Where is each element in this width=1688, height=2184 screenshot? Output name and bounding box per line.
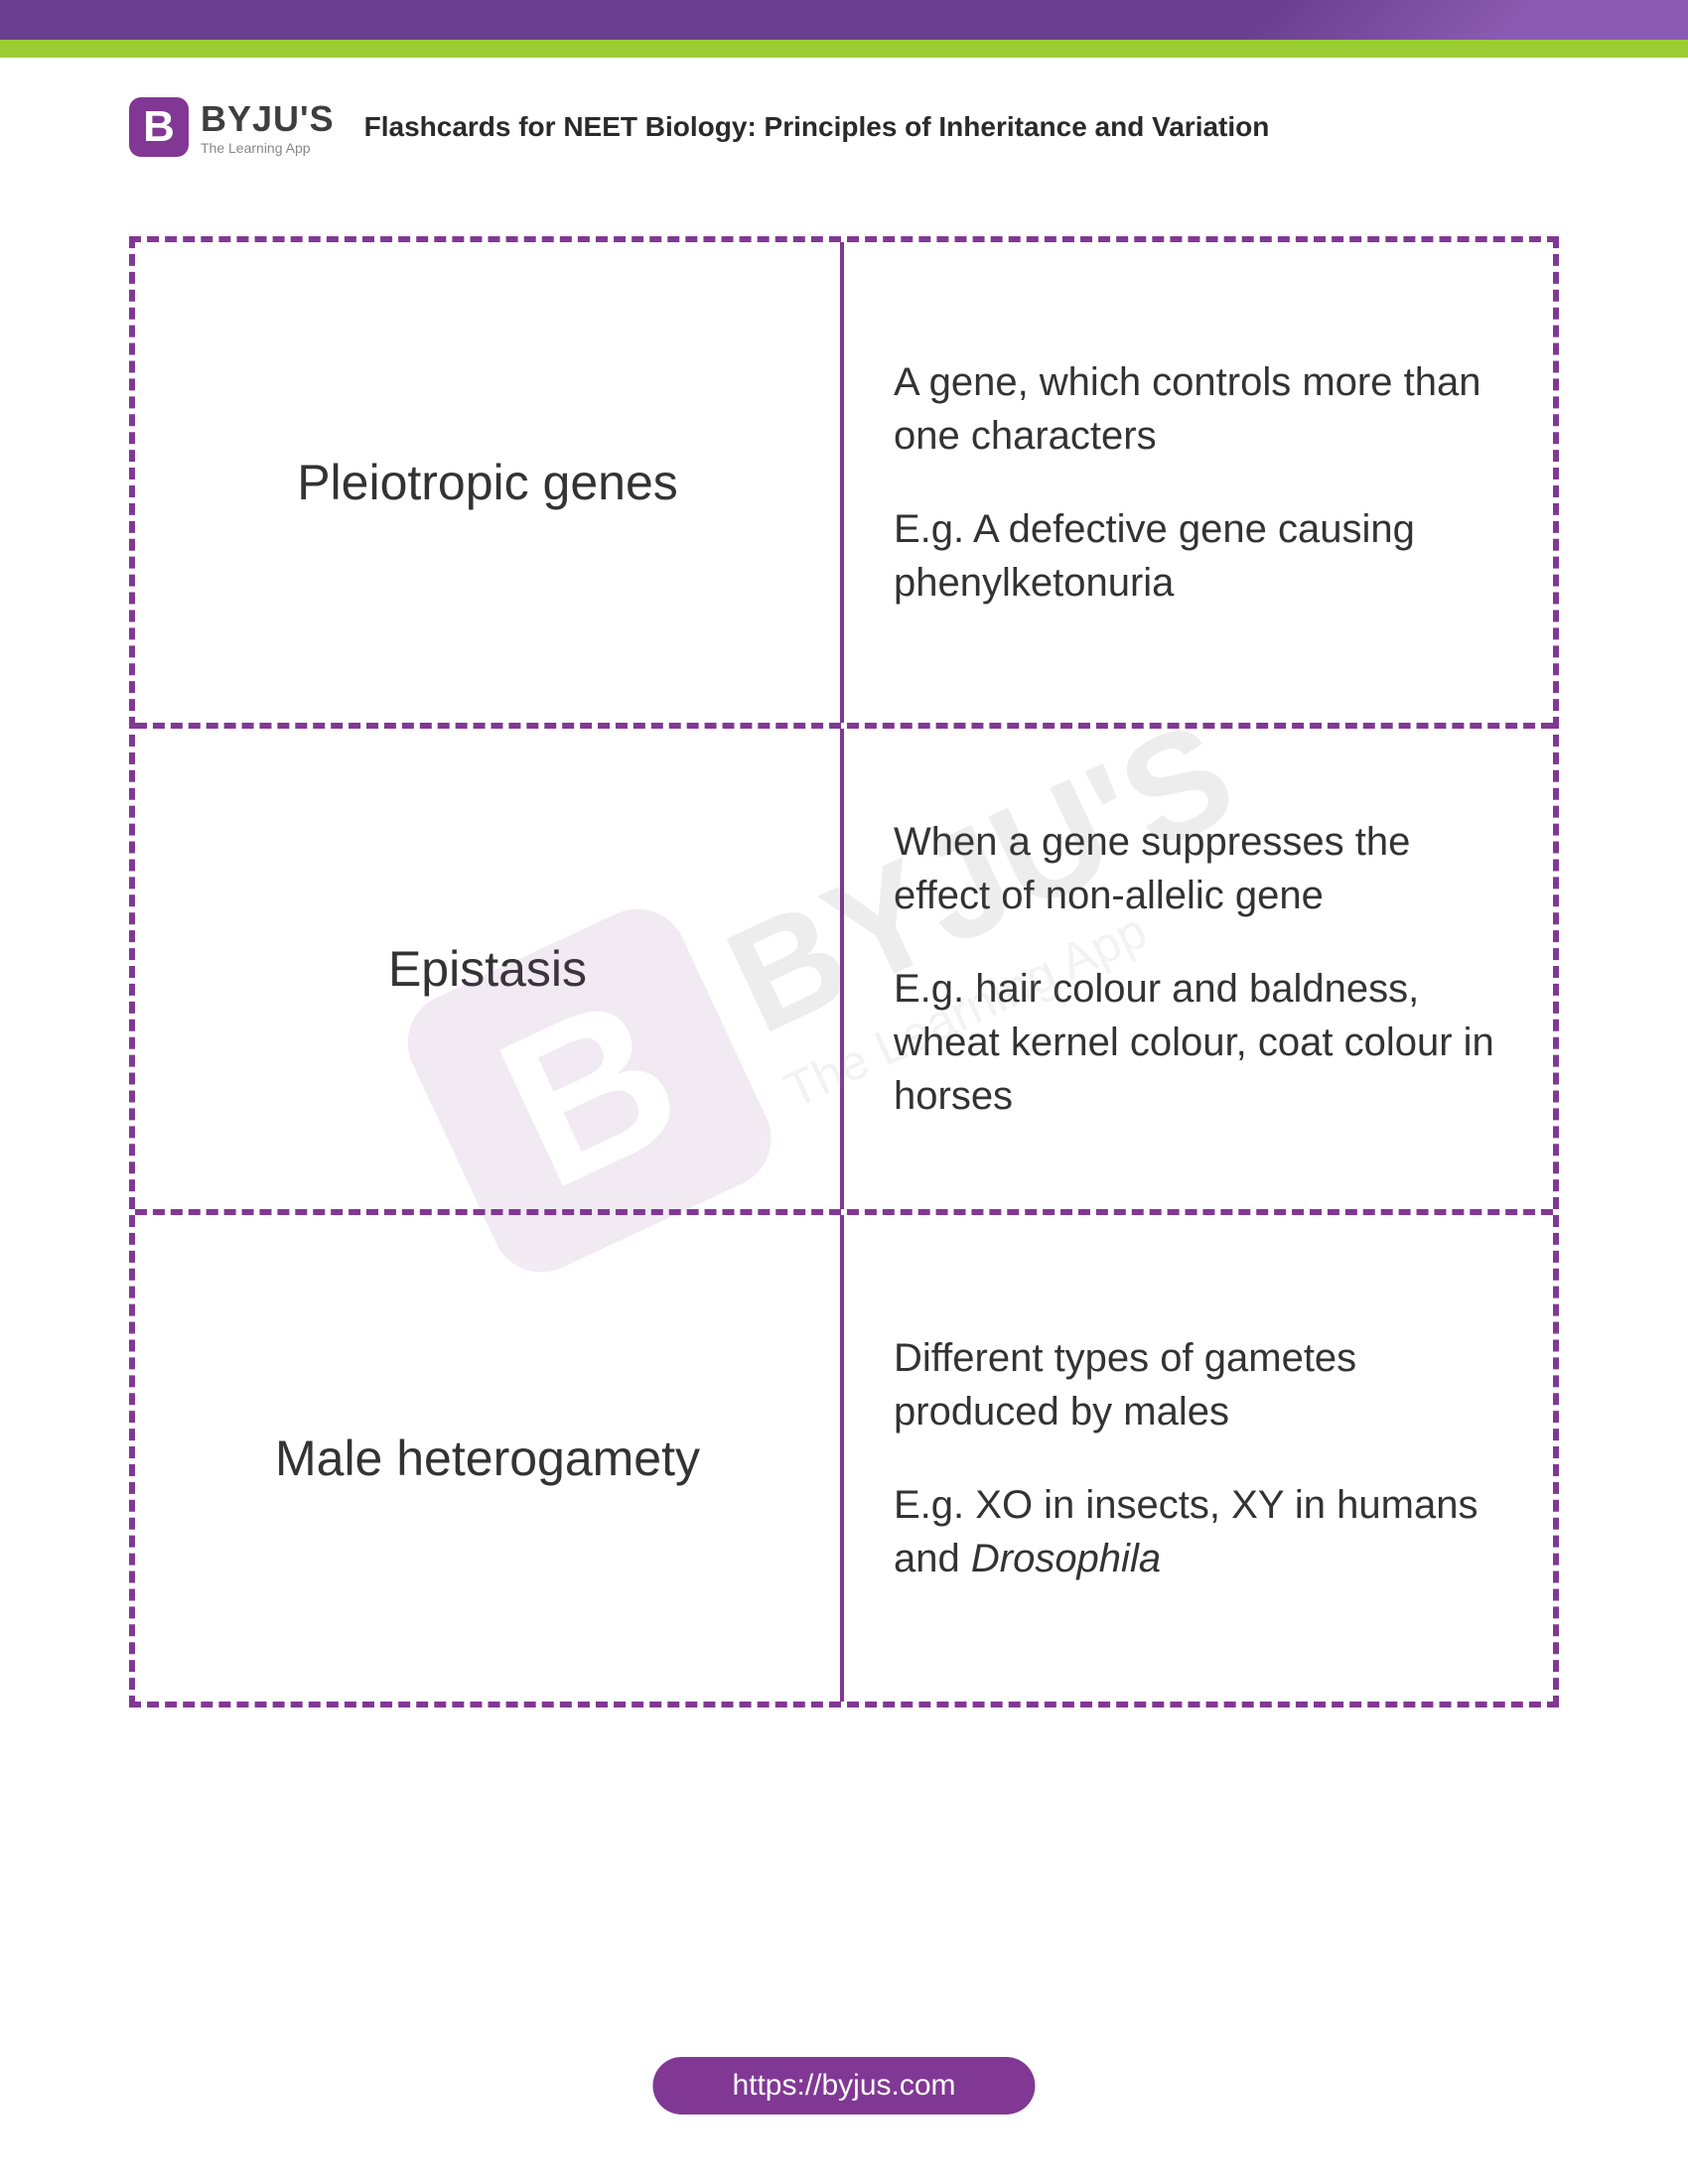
green-accent-bar (0, 40, 1688, 58)
flashcard-term-cell: Pleiotropic genes (135, 242, 844, 723)
flashcard-definition: Different types of gametes produced by m… (894, 1331, 1503, 1438)
logo-name: BYJU'S (201, 98, 335, 140)
header: B BYJU'S The Learning App Flashcards for… (0, 58, 1688, 177)
flashcard-term-cell: Male heterogamety (135, 1215, 844, 1702)
page-title: Flashcards for NEET Biology: Principles … (364, 111, 1559, 143)
flashcard-definition-cell: When a gene suppresses the effect of non… (844, 729, 1553, 1209)
flashcard-term: Pleiotropic genes (297, 454, 678, 511)
flashcard-row: Pleiotropic genes A gene, which controls… (135, 242, 1553, 729)
footer-url-pill[interactable]: https://byjus.com (652, 2057, 1035, 2115)
flashcard-example: E.g. hair colour and baldness, wheat ker… (894, 962, 1503, 1123)
flashcard-example: E.g. XO in insects, XY in humans and Dro… (894, 1478, 1503, 1585)
flashcard-definition: A gene, which controls more than one cha… (894, 355, 1503, 463)
flashcard-row: Epistasis When a gene suppresses the eff… (135, 729, 1553, 1215)
flashcard-term: Male heterogamety (275, 1430, 700, 1487)
flashcard-definition: When a gene suppresses the effect of non… (894, 815, 1503, 922)
flashcard-definition-cell: Different types of gametes produced by m… (844, 1215, 1553, 1702)
logo-b-icon: B (129, 97, 189, 157)
flashcard-term-cell: Epistasis (135, 729, 844, 1209)
logo-tagline: The Learning App (201, 140, 335, 156)
flashcard-row: Male heterogamety Different types of gam… (135, 1215, 1553, 1702)
brand-logo: B BYJU'S The Learning App (129, 97, 335, 157)
flashcard-table: B BYJU'S The Learning App Pleiotropic ge… (129, 236, 1559, 1707)
top-purple-bar (0, 0, 1688, 40)
flashcard-example: E.g. A defective gene causing phenylketo… (894, 502, 1503, 610)
flashcard-definition-cell: A gene, which controls more than one cha… (844, 242, 1553, 723)
flashcard-term: Epistasis (388, 940, 587, 998)
